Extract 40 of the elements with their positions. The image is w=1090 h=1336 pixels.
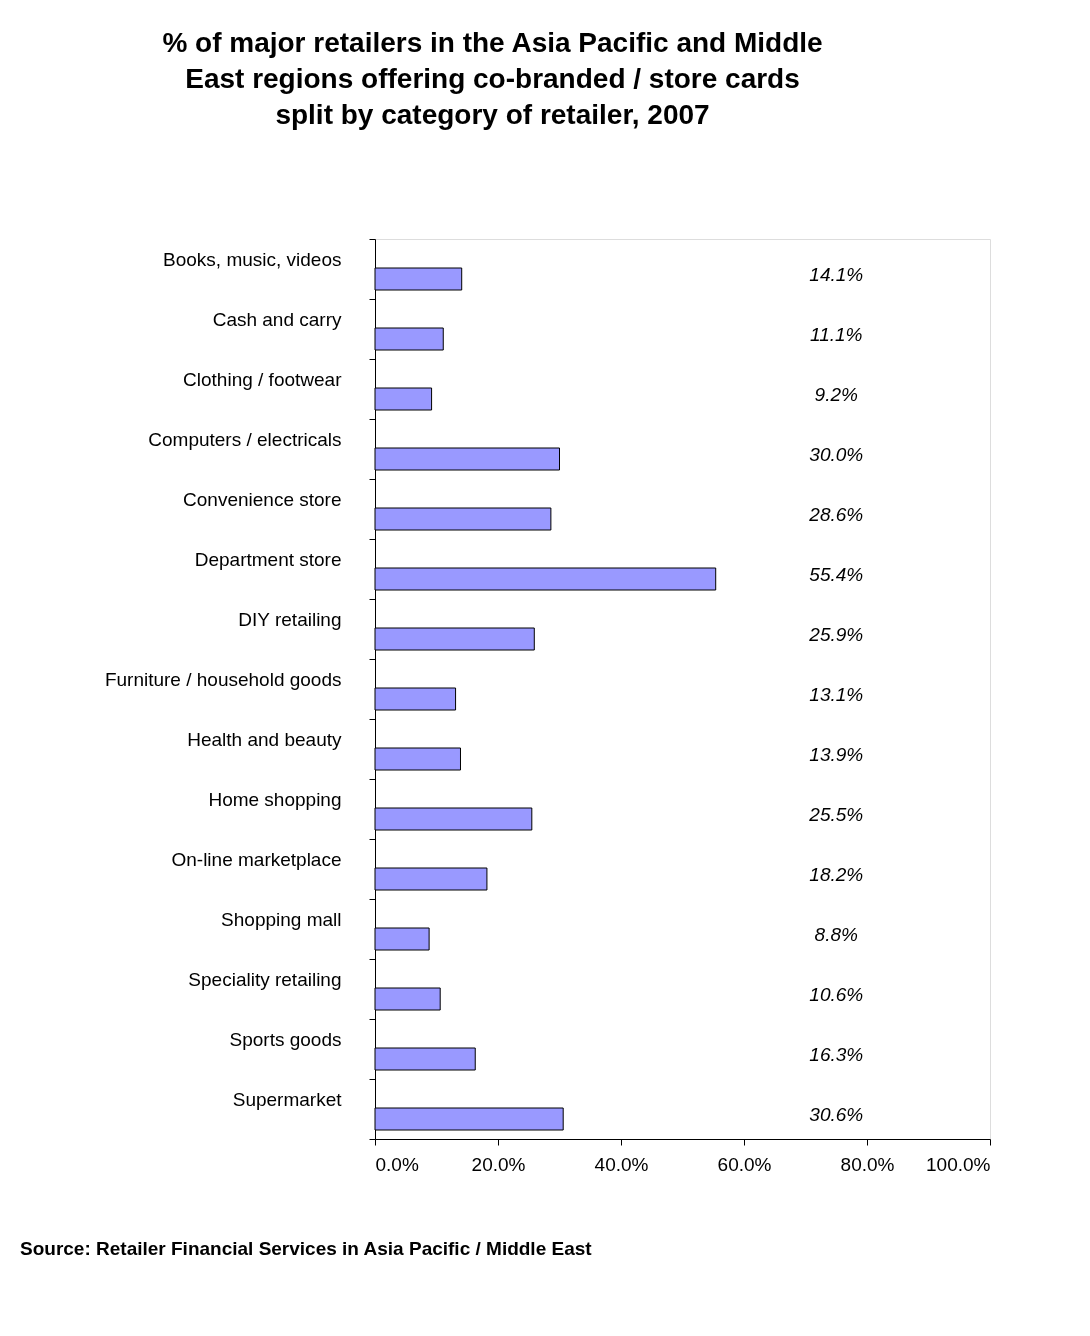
- data-label: 13.1%: [809, 684, 864, 705]
- y-tick-label: Furniture / household goods: [104, 668, 342, 690]
- y-tick-label: Computers / electricals: [148, 428, 342, 450]
- x-tick-label: 80.0%: [840, 1153, 895, 1175]
- data-label: 28.6%: [808, 504, 864, 525]
- text: % of major retailers in the Asia Pacific and Middle: [162, 27, 823, 58]
- data-label: 11.1%: [810, 324, 863, 345]
- data-label: 18.2%: [809, 864, 864, 885]
- data-label: 13.9%: [809, 744, 864, 765]
- y-tick-label: Department store: [194, 548, 342, 570]
- y-tick-label: Books, music, videos: [163, 248, 342, 270]
- data-label: 16.3%: [809, 1044, 864, 1065]
- y-tick-label: Sports goods: [229, 1028, 342, 1050]
- x-tick-label: 60.0%: [717, 1153, 772, 1175]
- y-tick-label: DIY retailing: [238, 608, 342, 630]
- text: East regions offering co-branded / store cards: [185, 63, 800, 94]
- y-tick-label: Supermarket: [232, 1088, 343, 1110]
- x-tick-label: 20.0%: [471, 1153, 526, 1175]
- data-label: 30.0%: [809, 444, 864, 465]
- y-tick-label: Health and beauty: [187, 728, 342, 750]
- data-label: 10.6%: [809, 984, 864, 1005]
- y-tick-label: On-line marketplace: [171, 848, 342, 870]
- x-tick-label: 0.0%: [375, 1153, 419, 1175]
- data-label: 9.2%: [814, 384, 859, 405]
- data-label: 8.8%: [814, 924, 859, 945]
- x-tick-label: 40.0%: [594, 1153, 649, 1175]
- data-label: 25.5%: [808, 804, 864, 825]
- y-tick-label: Speciality retailing: [188, 968, 342, 990]
- x-tick-label: 100.0%: [926, 1153, 991, 1175]
- data-label: 25.9%: [808, 624, 864, 645]
- source-note: Source: Retailer Financial Services in Asia Pacific / Middle East: [20, 1238, 593, 1259]
- y-tick-label: Cash and carry: [212, 308, 342, 330]
- text: split by category of retailer, 2007: [275, 99, 710, 130]
- data-label: 55.4%: [809, 564, 864, 585]
- y-tick-label: Home shopping: [208, 788, 342, 810]
- y-tick-label: Shopping mall: [221, 908, 342, 930]
- data-label: 14.1%: [809, 264, 864, 285]
- data-label: 30.6%: [809, 1104, 864, 1125]
- y-tick-label: Convenience store: [183, 488, 342, 510]
- y-tick-label: Clothing / footwear: [183, 368, 343, 390]
